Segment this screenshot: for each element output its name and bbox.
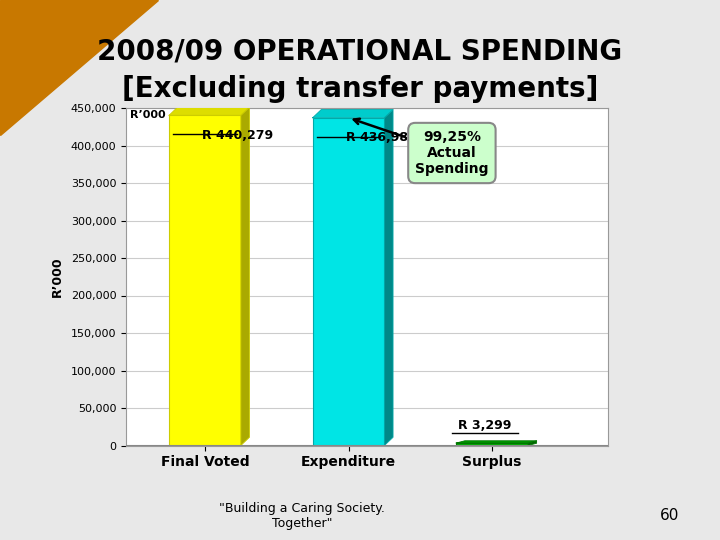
Text: 60: 60 bbox=[660, 508, 679, 523]
Bar bbox=[456, 443, 528, 445]
Text: R’000: R’000 bbox=[130, 110, 166, 120]
Text: R 436,980: R 436,980 bbox=[346, 131, 416, 144]
Text: [Excluding transfer payments]: [Excluding transfer payments] bbox=[122, 75, 598, 103]
Polygon shape bbox=[169, 107, 249, 116]
Polygon shape bbox=[528, 441, 536, 446]
Polygon shape bbox=[0, 0, 158, 135]
Bar bbox=[169, 116, 241, 446]
Text: 99,25%
Actual
Spending: 99,25% Actual Spending bbox=[354, 119, 489, 176]
Text: R 3,299: R 3,299 bbox=[458, 419, 512, 432]
Polygon shape bbox=[456, 441, 536, 443]
Polygon shape bbox=[384, 110, 393, 445]
Text: 2008/09 OPERATIONAL SPENDING: 2008/09 OPERATIONAL SPENDING bbox=[97, 37, 623, 65]
Polygon shape bbox=[241, 107, 249, 446]
Text: R 440,279: R 440,279 bbox=[202, 129, 273, 142]
Polygon shape bbox=[312, 110, 393, 118]
Bar bbox=[312, 118, 384, 446]
Text: "Building a Caring Society.
Together": "Building a Caring Society. Together" bbox=[220, 502, 385, 530]
Y-axis label: R’000: R’000 bbox=[50, 256, 63, 297]
